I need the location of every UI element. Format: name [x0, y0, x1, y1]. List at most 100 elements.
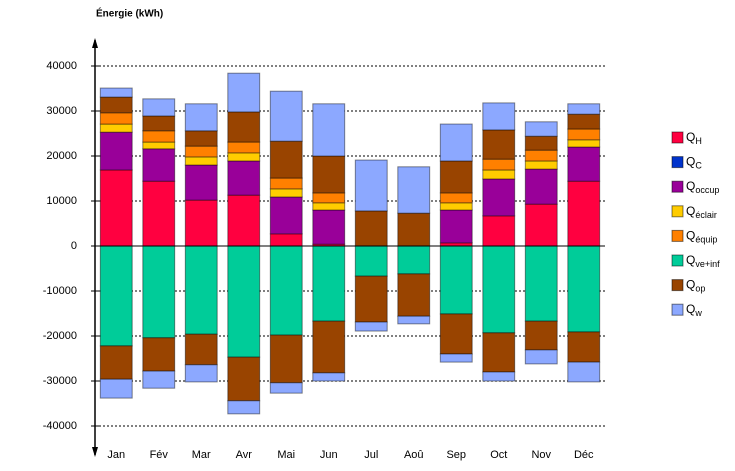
y-axis-label: Énergie (kWh): [96, 7, 163, 20]
bar-segment: [524, 168, 558, 205]
bar-segment: [99, 112, 133, 125]
bar-segment: [269, 245, 303, 336]
bar-segment: [269, 233, 303, 247]
x-tick-label: Fév: [150, 449, 169, 461]
bar-segment: [227, 400, 261, 415]
bar-segment: [354, 245, 388, 277]
bar-segment: [184, 199, 218, 247]
y-tick-label: -30000: [43, 375, 77, 387]
legend-main: Q: [686, 179, 695, 193]
bar-segment: [269, 188, 303, 198]
legend-label: Qoccup: [686, 179, 719, 195]
x-tick-label: Sep: [446, 449, 466, 461]
legend-swatch: [671, 254, 684, 267]
bar-segment: [99, 245, 133, 347]
legend-swatch: [671, 303, 684, 316]
bar-segment: [567, 113, 601, 130]
legend-sub: op: [695, 284, 705, 294]
bar-segment: [142, 115, 176, 132]
x-tick-label: Nov: [531, 449, 551, 461]
legend-sub: ve+inf: [695, 259, 720, 269]
legend-label: Qw: [686, 302, 702, 318]
x-tick-label: Mar: [192, 449, 211, 461]
bar-segment: [227, 141, 261, 154]
y-tick-label: 40000: [46, 60, 77, 72]
y-tick-label: -20000: [43, 330, 77, 342]
legend-sub: équip: [695, 235, 717, 245]
bar-segment: [567, 245, 601, 333]
y-tick-label: 10000: [46, 195, 77, 207]
bar-segment: [312, 372, 346, 382]
bar-segment: [142, 148, 176, 182]
bar-segment: [439, 353, 473, 363]
bar-segment: [482, 102, 516, 131]
x-tick-label: Aoû: [404, 449, 424, 461]
legend-sub: w: [694, 309, 702, 319]
bar-segment: [184, 245, 218, 335]
bar-segment: [482, 332, 516, 373]
bar-segment: [99, 345, 133, 380]
bar-segment: [269, 196, 303, 235]
bar-segment: [524, 149, 558, 162]
bar-segment: [567, 180, 601, 247]
legend-swatch: [671, 131, 684, 144]
bar-segment: [142, 370, 176, 389]
legend-main: Q: [686, 204, 695, 218]
x-tick-label: Jan: [107, 449, 125, 461]
bar-segment: [439, 209, 473, 244]
x-tick-label: Avr: [236, 449, 253, 461]
legend-swatch: [671, 205, 684, 218]
bar-segment: [312, 202, 346, 211]
y-tick-label: 30000: [46, 105, 77, 117]
bar-segment: [482, 371, 516, 382]
legend-label: Qve+inf: [686, 253, 720, 269]
bar-segment: [227, 160, 261, 196]
bar-segment: [312, 192, 346, 204]
bar-segment: [354, 159, 388, 212]
legend-main: Q: [686, 302, 695, 316]
y-tick-label: -40000: [43, 420, 77, 432]
x-tick-label: Jun: [320, 449, 338, 461]
y-tick-label: 20000: [46, 150, 77, 162]
bar-segment: [524, 203, 558, 247]
bar-segment: [482, 129, 516, 160]
bar-segment: [184, 156, 218, 166]
axis-arrow: [92, 38, 98, 48]
bar-segment: [142, 245, 176, 339]
bar-segment: [142, 141, 176, 150]
bar-segment: [269, 140, 303, 179]
bar-segment: [397, 212, 431, 247]
legend-swatch: [671, 156, 684, 169]
bar-segment: [482, 215, 516, 247]
bar-segment: [227, 111, 261, 143]
legend-swatch: [671, 279, 684, 292]
legend-sub: occup: [695, 186, 719, 196]
bar-segment: [567, 146, 601, 182]
bar-segment: [397, 315, 431, 325]
legend-label: QH: [686, 130, 702, 146]
legend-main: Q: [686, 278, 695, 292]
bar-segment: [227, 245, 261, 358]
axis-arrow: [92, 447, 98, 457]
bar-segment: [269, 382, 303, 394]
bar-segment: [184, 145, 218, 158]
legend-label: QC: [686, 155, 702, 171]
y-tick-label: -10000: [43, 285, 77, 297]
bar-segment: [312, 245, 346, 322]
bar-segment: [439, 123, 473, 162]
bar-segment: [184, 333, 218, 366]
bar-segment: [439, 160, 473, 194]
bar-segment: [354, 321, 388, 332]
bar-segment: [439, 202, 473, 211]
bar-segment: [184, 164, 218, 201]
bar-segment: [99, 96, 133, 114]
legend-label: Qéclair: [686, 204, 717, 220]
bar-segment: [99, 169, 133, 247]
bar-segment: [567, 128, 601, 141]
bar-segment: [99, 123, 133, 133]
bar-segment: [482, 178, 516, 217]
bar-segment: [439, 313, 473, 355]
bar-segment: [354, 275, 388, 323]
legend-sub: C: [695, 161, 702, 171]
